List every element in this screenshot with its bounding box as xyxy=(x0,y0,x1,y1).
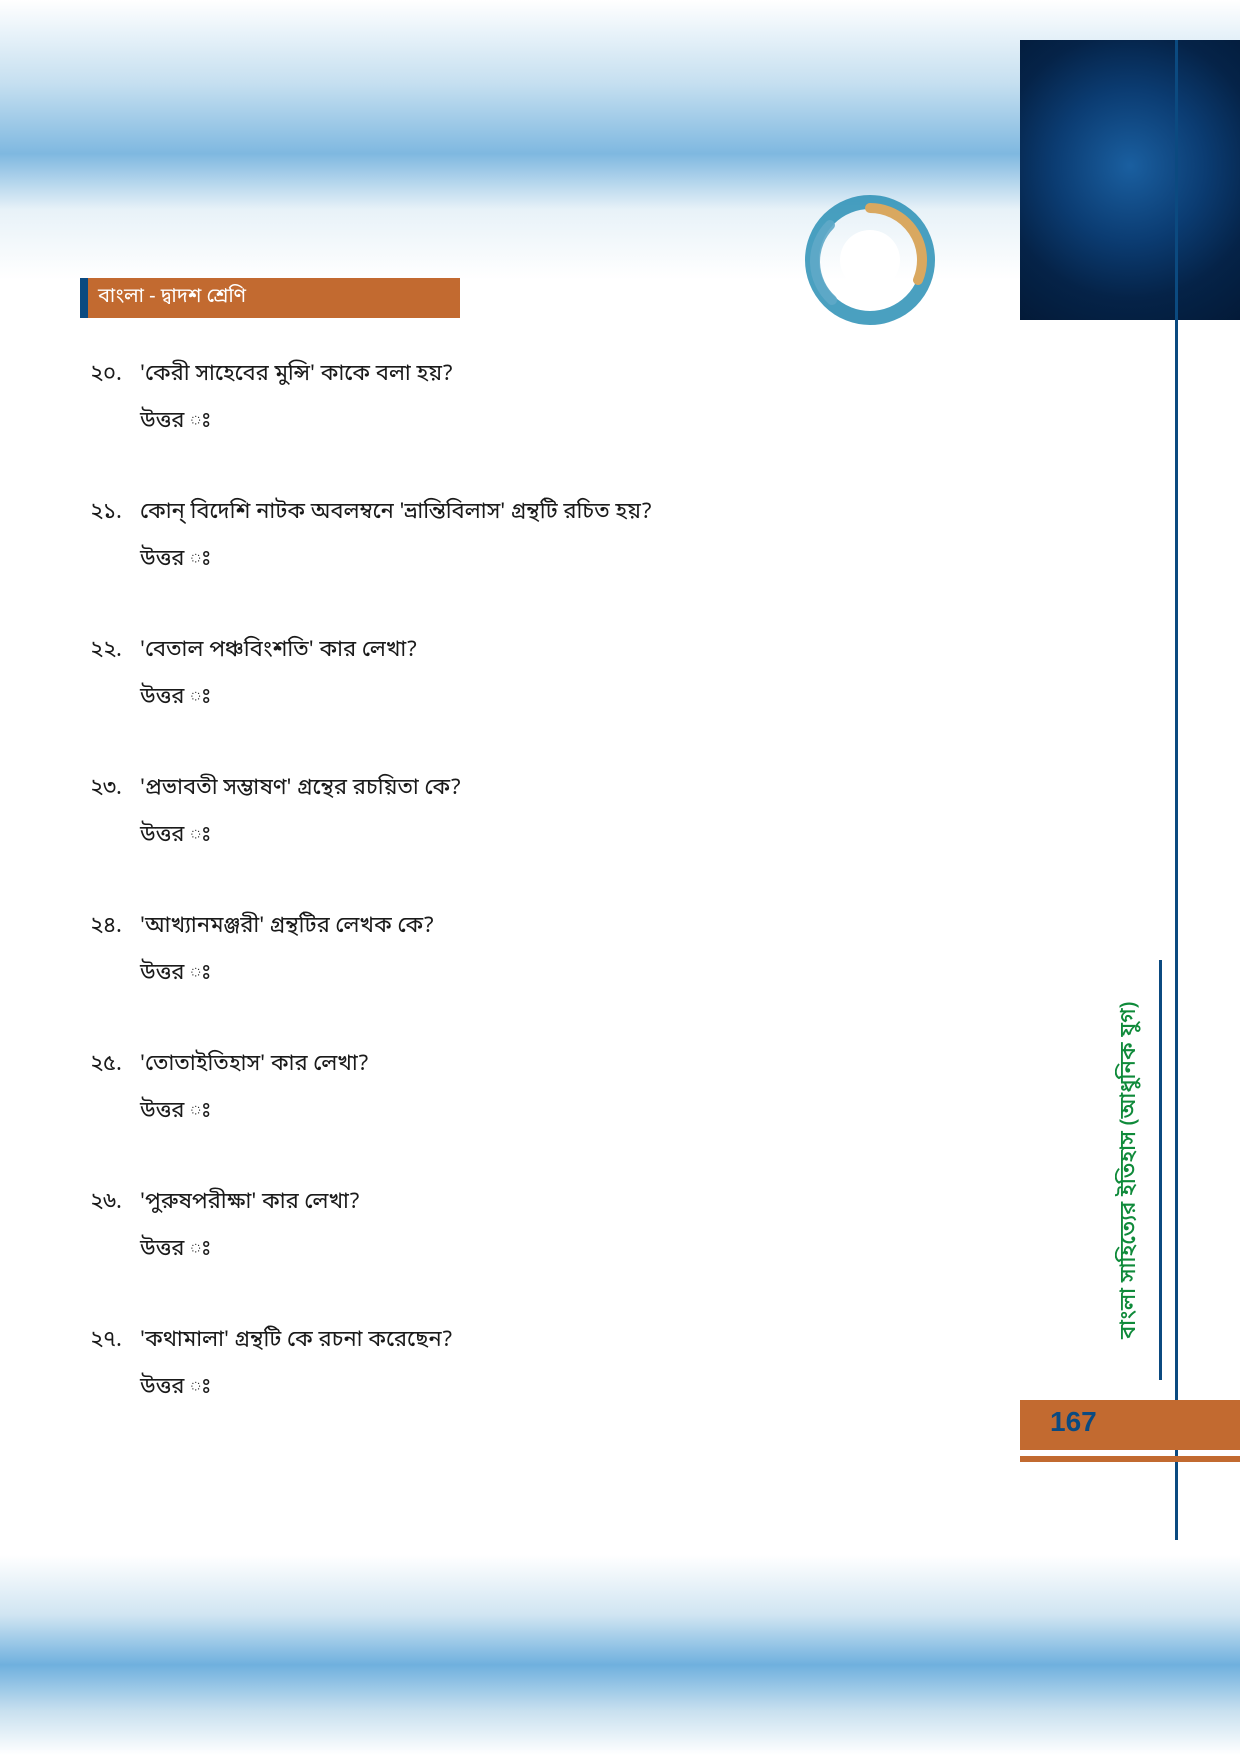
question-item: ২২. 'বেতাল পঞ্চবিংশতি' কার লেখা? উত্তর ঃ xyxy=(90,636,990,712)
question-text: 'আখ্যানমঞ্জরী' গ্রন্থটির লেখক কে? xyxy=(140,912,990,941)
answer-label: উত্তর ঃ xyxy=(140,821,990,850)
bottom-gradient-banner xyxy=(0,1555,1240,1755)
question-item: ২১. কোন্ বিদেশি নাটক অবলম্বনে 'ভ্রান্তিব… xyxy=(90,498,990,574)
question-list: ২০. 'কেরী সাহেবের মুন্সি' কাকে বলা হয়? … xyxy=(90,360,990,1464)
question-text: 'বেতাল পঞ্চবিংশতি' কার লেখা? xyxy=(140,636,990,665)
page-number-badge: 167 xyxy=(1020,1400,1240,1450)
chapter-side-label: বাংলা সাহিত্যের ইতিহাস (আধুনিক যুগ) xyxy=(1115,960,1144,1380)
page-number-underline xyxy=(1020,1456,1240,1462)
question-number: ২২. xyxy=(90,636,140,665)
page-number: 167 xyxy=(1050,1406,1097,1438)
ring-logo-icon xyxy=(800,190,940,330)
answer-label: উত্তর ঃ xyxy=(140,1235,990,1264)
answer-label: উত্তর ঃ xyxy=(140,1097,990,1126)
question-number: ২৩. xyxy=(90,774,140,803)
answer-label: উত্তর ঃ xyxy=(140,545,990,574)
question-item: ২৭. 'কথামালা' গ্রন্থটি কে রচনা করেছেন? উ… xyxy=(90,1326,990,1402)
question-item: ২৩. 'প্রভাবতী সম্ভাষণ' গ্রন্থের রচয়িতা … xyxy=(90,774,990,850)
question-item: ২০. 'কেরী সাহেবের মুন্সি' কাকে বলা হয়? … xyxy=(90,360,990,436)
answer-label: উত্তর ঃ xyxy=(140,407,990,436)
answer-label: উত্তর ঃ xyxy=(140,1373,990,1402)
question-item: ২৫. 'তোতাইতিহাস' কার লেখা? উত্তর ঃ xyxy=(90,1050,990,1126)
question-item: ২৬. 'পুরুষপরীক্ষা' কার লেখা? উত্তর ঃ xyxy=(90,1188,990,1264)
question-number: ২৬. xyxy=(90,1188,140,1217)
answer-label: উত্তর ঃ xyxy=(140,959,990,988)
question-item: ২৪. 'আখ্যানমঞ্জরী' গ্রন্থটির লেখক কে? উত… xyxy=(90,912,990,988)
question-text: 'পুরুষপরীক্ষা' কার লেখা? xyxy=(140,1188,990,1217)
question-number: ২৪. xyxy=(90,912,140,941)
answer-label: উত্তর ঃ xyxy=(140,683,990,712)
outer-margin-rule xyxy=(1175,40,1178,1540)
question-number: ২১. xyxy=(90,498,140,527)
question-text: 'কেরী সাহেবের মুন্সি' কাকে বলা হয়? xyxy=(140,360,990,389)
question-text: 'কথামালা' গ্রন্থটি কে রচনা করেছেন? xyxy=(140,1326,990,1355)
question-text: 'প্রভাবতী সম্ভাষণ' গ্রন্থের রচয়িতা কে? xyxy=(140,774,990,803)
question-number: ২৭. xyxy=(90,1326,140,1355)
question-number: ২৫. xyxy=(90,1050,140,1079)
inner-margin-rule xyxy=(1159,960,1162,1380)
question-text: 'তোতাইতিহাস' কার লেখা? xyxy=(140,1050,990,1079)
question-text: কোন্ বিদেশি নাটক অবলম্বনে 'ভ্রান্তিবিলাস… xyxy=(140,498,990,527)
subject-title: বাংলা - দ্বাদশ শ্রেণি xyxy=(98,285,246,311)
question-number: ২০. xyxy=(90,360,140,389)
subject-header-bar: বাংলা - দ্বাদশ শ্রেণি xyxy=(80,278,460,318)
top-right-accent-block xyxy=(1020,40,1240,320)
